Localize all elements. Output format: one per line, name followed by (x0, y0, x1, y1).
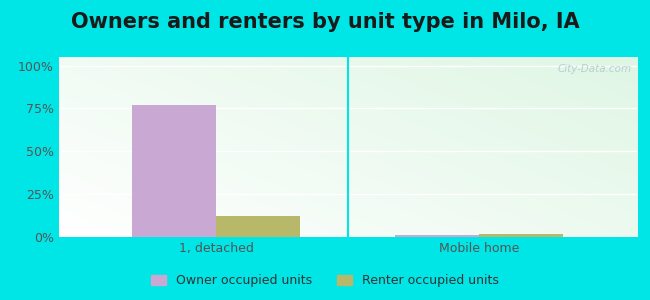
Legend: Owner occupied units, Renter occupied units: Owner occupied units, Renter occupied un… (148, 270, 502, 291)
Bar (216, 216, 300, 237)
Text: City-Data.com: City-Data.com (557, 64, 631, 74)
Bar (132, 105, 216, 237)
Text: Owners and renters by unit type in Milo, IA: Owners and renters by unit type in Milo,… (71, 12, 579, 32)
Bar (479, 234, 564, 237)
Bar (395, 235, 479, 237)
